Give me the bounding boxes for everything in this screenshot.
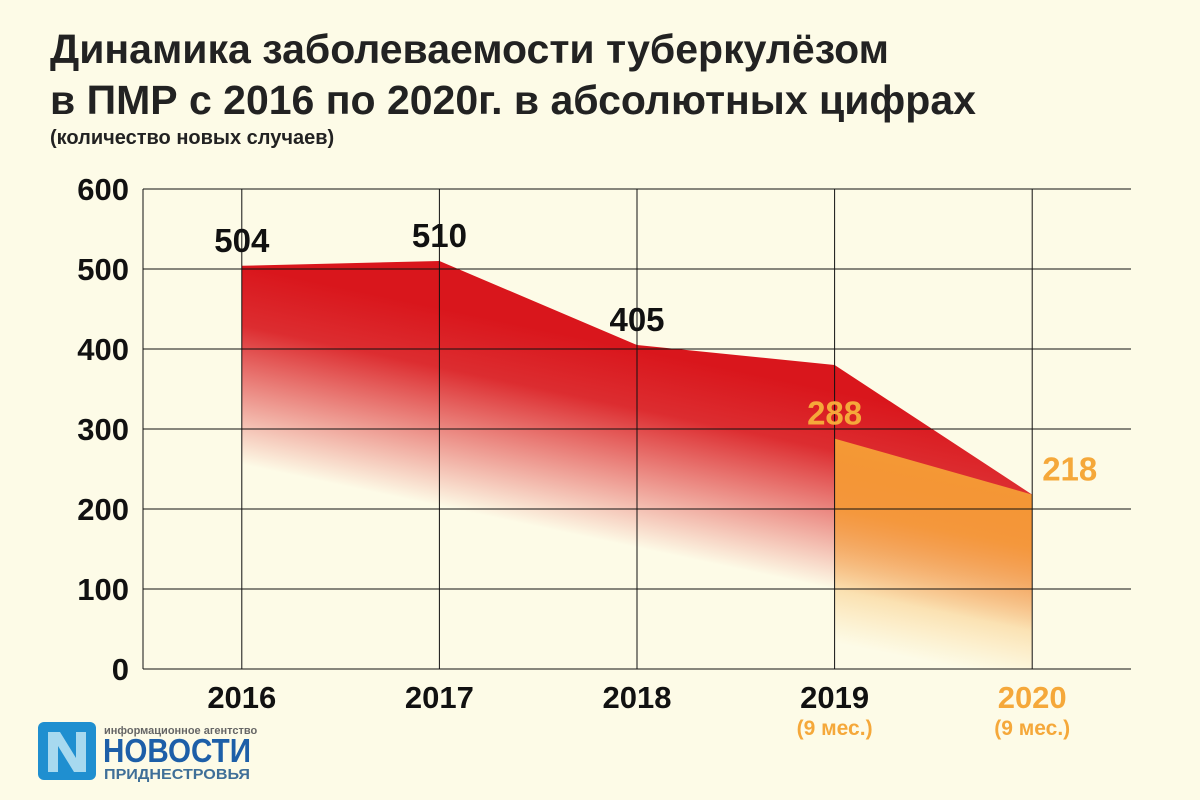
y-tick-label: 300 xyxy=(77,412,129,447)
y-tick-label: 500 xyxy=(77,252,129,287)
value-label: 504 xyxy=(214,222,270,259)
chart-title: Динамика заболеваемости туберкулёзом xyxy=(50,26,889,72)
chart-subtitle: (количество новых случаев) xyxy=(50,127,334,149)
y-tick-label: 200 xyxy=(77,492,129,527)
logo-region: ПРИДНЕСТРОВЬЯ xyxy=(104,766,250,783)
x-tick-label: 2016 xyxy=(207,680,276,715)
area xyxy=(834,438,1033,669)
x-tick-note: (9 мес.) xyxy=(797,717,873,740)
logo-name: НОВОСТИ xyxy=(103,732,251,769)
x-tick-label: 2019 xyxy=(800,680,869,715)
x-tick-label: 2018 xyxy=(603,680,672,715)
x-tick-label: 2020 xyxy=(998,680,1067,715)
value-label: 218 xyxy=(1042,451,1097,488)
logo: информационное агентство НОВОСТИ ПРИДНЕС… xyxy=(38,722,258,783)
chart-title: в ПМР с 2016 по 2020г. в абсолютных цифр… xyxy=(50,77,976,123)
x-tick-note: (9 мес.) xyxy=(994,717,1070,740)
y-tick-label: 100 xyxy=(77,572,129,607)
logo-glyph xyxy=(48,732,86,772)
value-label: 510 xyxy=(412,217,467,254)
y-tick-label: 0 xyxy=(112,652,129,687)
value-label: 288 xyxy=(807,395,862,432)
value-label: 405 xyxy=(609,301,664,338)
x-tick-label: 2017 xyxy=(405,680,474,715)
y-tick-label: 400 xyxy=(77,332,129,367)
logo-tagline: информационное агентство xyxy=(104,725,258,737)
y-tick-label: 600 xyxy=(77,172,129,207)
